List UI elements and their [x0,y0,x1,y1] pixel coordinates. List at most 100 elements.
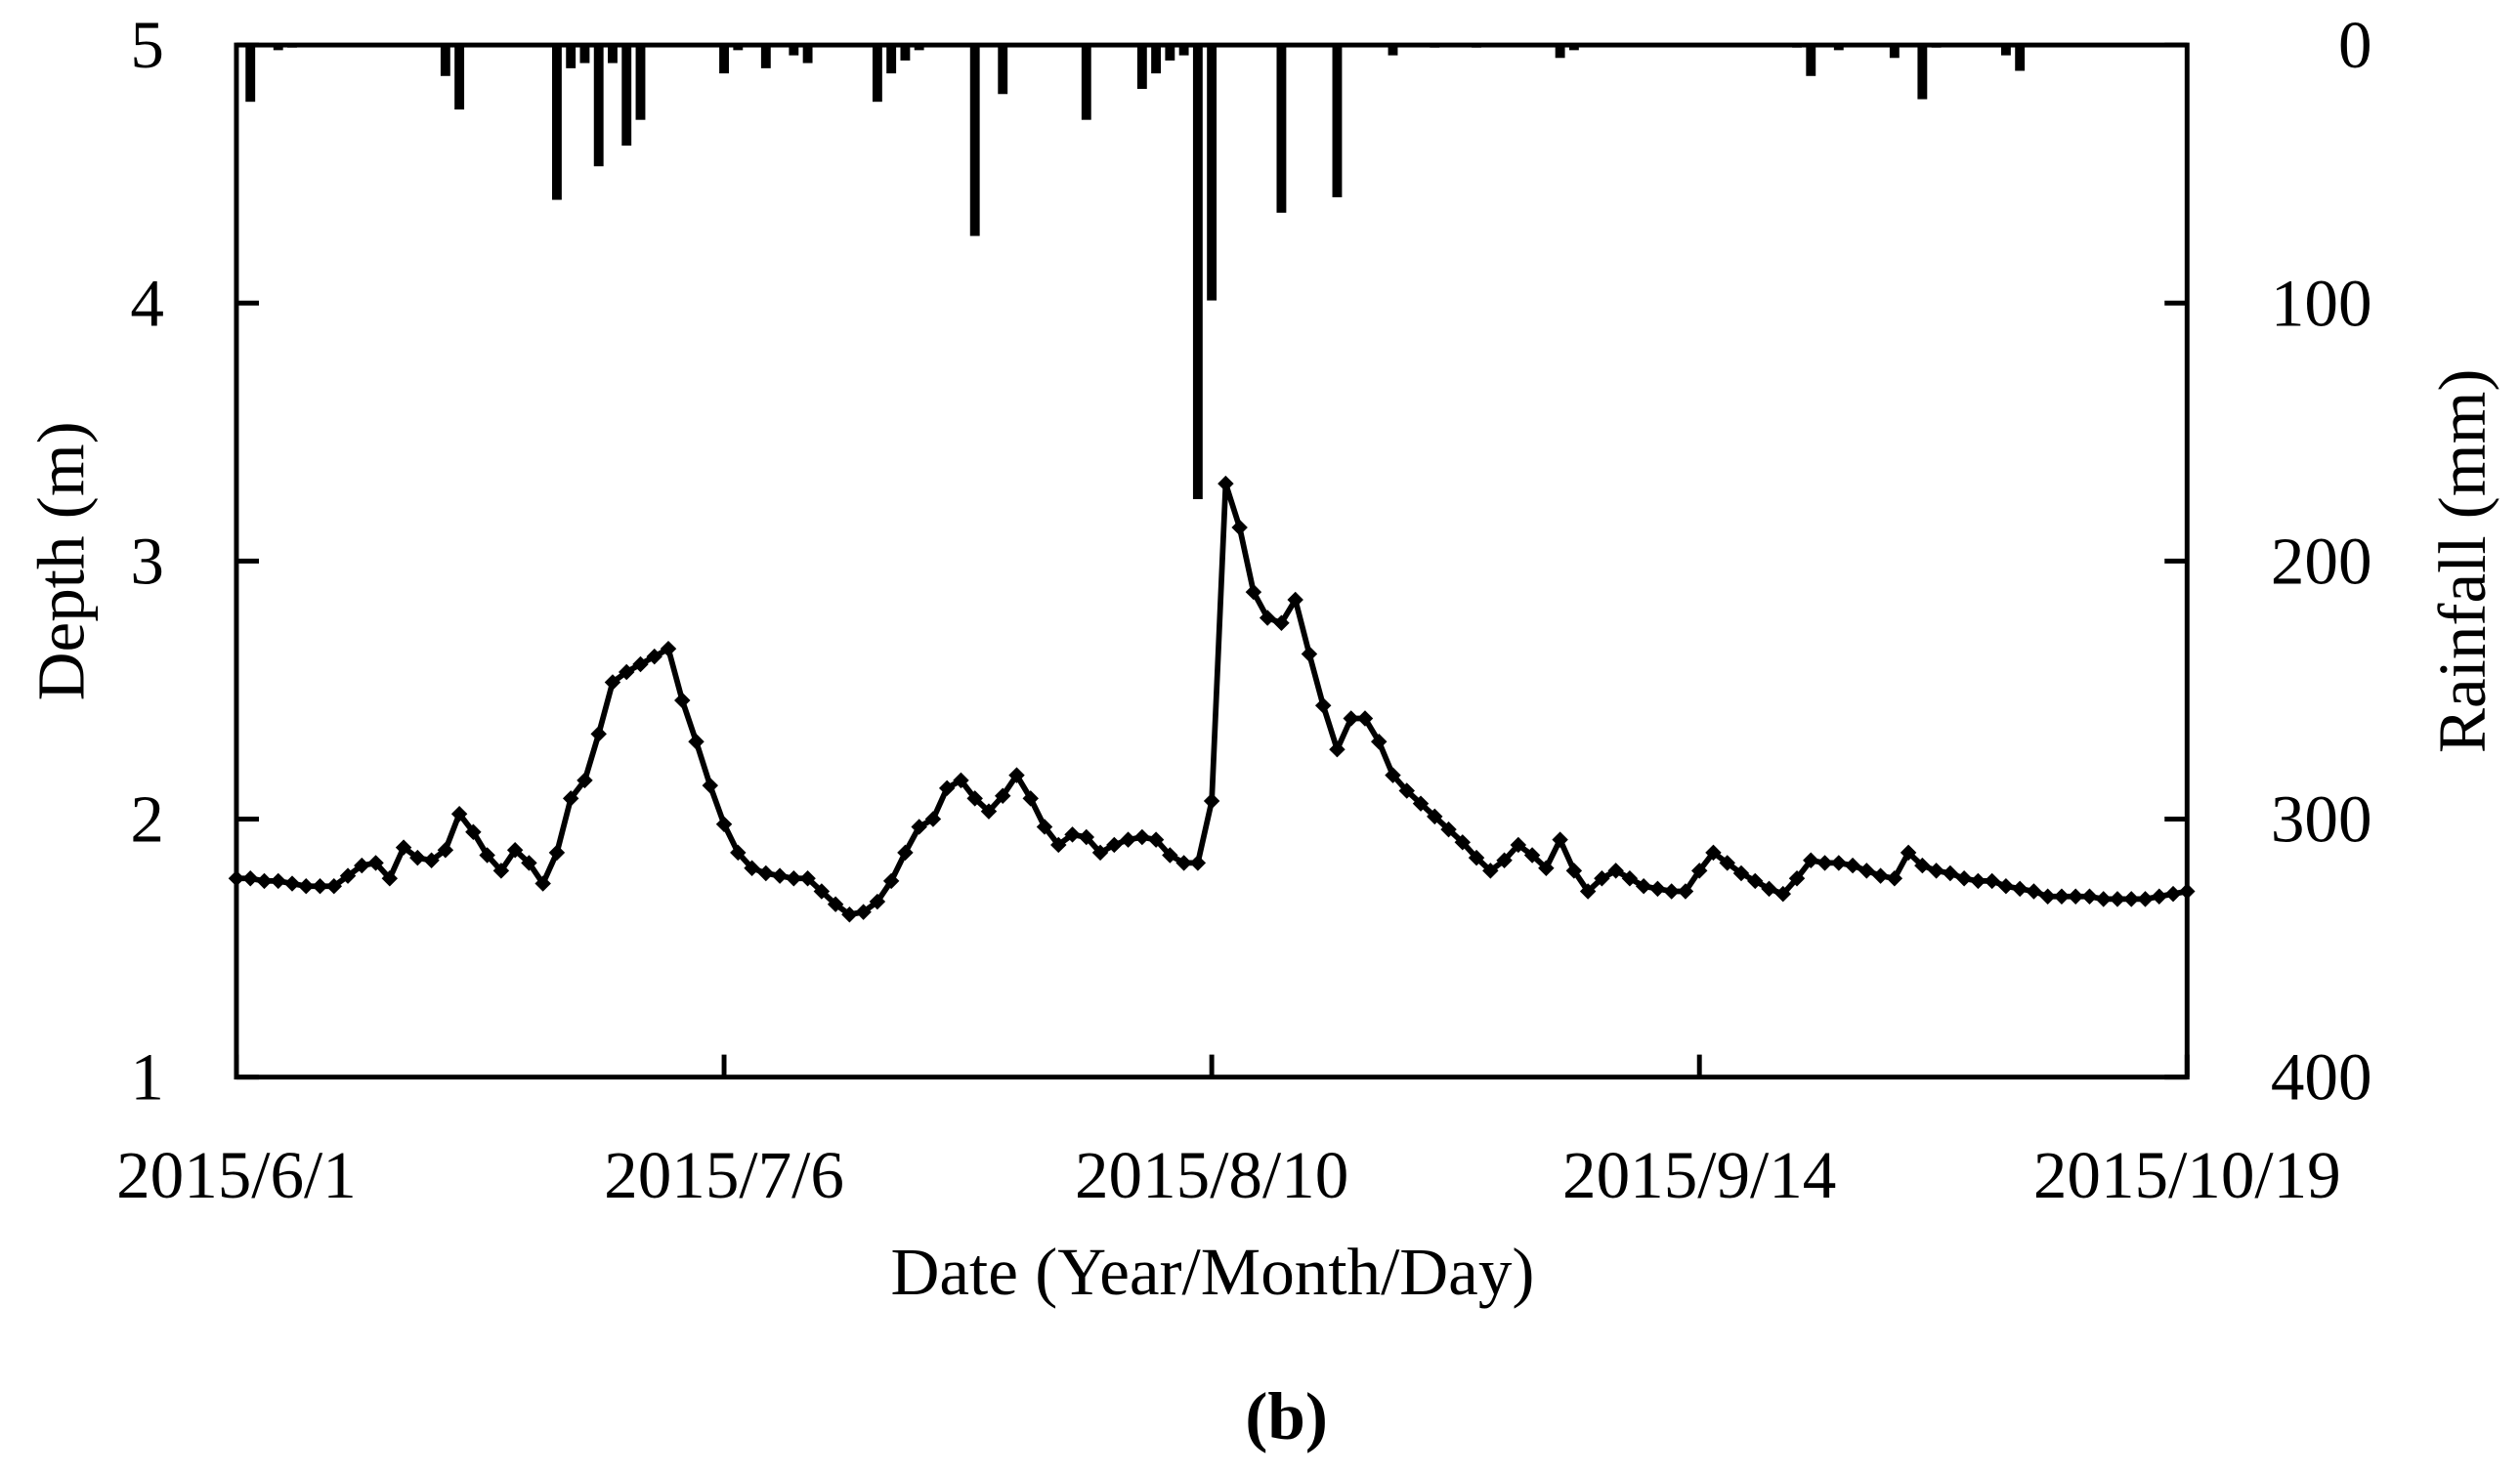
depth-marker [1008,767,1025,783]
depth-marker [381,870,399,887]
depth-marker [855,904,872,920]
depth-marker [953,772,969,789]
depth-marker [1830,855,1848,871]
depth-marker [312,877,328,895]
depth-marker [2053,888,2071,905]
rain-bar [1568,45,1579,51]
depth-marker [479,847,495,864]
depth-marker [354,857,370,874]
depth-marker [492,863,510,879]
depth-marker [548,844,566,862]
depth-marker [1635,877,1652,895]
rain-bar [1430,45,1440,48]
rain-bar [760,45,771,68]
depth-marker [1886,870,1903,887]
depth-marker [1942,864,1959,882]
depth-marker [521,855,537,871]
depth-line [235,483,2188,918]
depth-marker [1329,740,1345,758]
rain-bar [719,45,729,74]
depth-marker [590,726,607,742]
depth-marker [660,640,677,657]
rain-bar [579,45,590,63]
depth-marker [1175,855,1192,871]
depth-marker [702,777,719,794]
depth-marker [1245,583,1262,601]
depth-marker [228,870,245,887]
rain-bar [872,45,882,103]
rain-bar [593,45,604,167]
depth-marker [1732,864,1750,882]
depth-marker [1928,863,1944,879]
rain-bar [1151,45,1162,74]
y-tick-label: 2 [130,781,164,857]
depth-marker [1565,863,1583,879]
rain-bar [454,45,465,110]
y-tick-label: 1 [130,1039,164,1115]
rain-bar [1806,45,1816,76]
depth-marker [1078,828,1095,846]
y-tick-label: 4 [130,265,164,340]
depth-marker [409,849,426,866]
x-tick-label: 2015/10/19 [2033,1137,2341,1212]
depth-marker [995,787,1011,804]
rain-bar [1931,45,1942,48]
depth-marker [1231,519,1248,536]
rain-bar [1207,45,1217,301]
depth-marker [1663,883,1680,900]
depth-marker [1091,844,1109,862]
depth-marker [298,877,315,895]
depth-marker [562,790,579,807]
rain-bar [914,45,924,51]
rain-bar [1889,45,1900,59]
depth-marker [1579,883,1597,900]
y2-axis-label: Rainfall (mm) [2424,369,2499,753]
depth-marker [771,867,789,884]
y2-tick-label: 0 [2338,7,2372,82]
depth-marker [465,823,482,840]
depth-marker [450,806,468,822]
depth-marker [2109,891,2126,907]
rain-bar [886,45,897,74]
rain-bar [566,45,577,68]
depth-marker [1162,847,1178,864]
depth-marker [1872,867,1889,884]
depth-marker [1970,872,1986,890]
depth-marker [2081,888,2098,905]
rain-bar [1472,45,1481,48]
rain-bar [1332,45,1343,197]
rain-bar [1388,45,1398,56]
depth-marker [534,875,551,892]
depth-marker [632,655,649,673]
depth-marker [1203,792,1220,810]
rain-bar [1555,45,1565,59]
rain-bar [969,45,980,236]
depth-marker [646,648,662,665]
depth-marker [241,870,259,887]
depth-marker [980,803,998,820]
x-tick-label: 2015/9/14 [1562,1137,1836,1212]
y-tick-label: 5 [130,7,164,82]
depth-marker [1398,782,1415,799]
depth-marker [715,816,733,833]
caption: (b) [1245,1378,1327,1454]
depth-marker [1482,863,1499,879]
rain-bar [1136,45,1147,89]
rain-bar [2015,45,2026,71]
depth-marker [2039,888,2056,905]
depth-marker [577,772,593,789]
y2-tick-label: 200 [2271,523,2372,598]
depth-marker [2011,880,2029,898]
depth-marker [423,852,440,869]
rain-bar [608,45,618,63]
depth-marker [1120,831,1136,848]
rain-bar [1833,45,1844,51]
depth-marker [1064,826,1081,843]
depth-marker [1468,849,1485,866]
depth-marker [841,906,858,923]
y2-tick-label: 100 [2271,265,2372,340]
depth-marker [1552,831,1568,848]
depth-marker [618,663,635,681]
x-tick-label: 2015/7/6 [604,1137,844,1212]
